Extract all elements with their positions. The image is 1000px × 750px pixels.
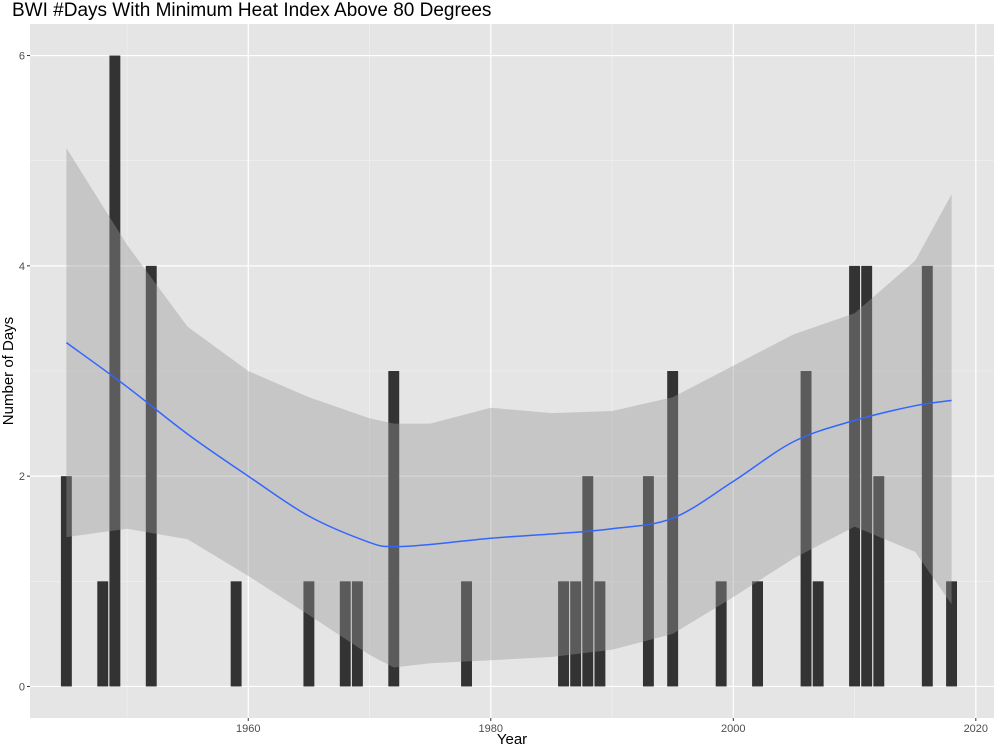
bar-1949 xyxy=(109,55,121,687)
y-tick-label: 4 xyxy=(19,261,25,273)
bar-1995 xyxy=(667,371,679,687)
bar-2002 xyxy=(752,581,764,687)
bar-2016 xyxy=(921,265,933,687)
bar-1987 xyxy=(570,581,582,687)
bar-1959 xyxy=(230,581,242,687)
bar-1952 xyxy=(145,265,157,687)
bar-1993 xyxy=(642,476,654,687)
x-tick-label: 1960 xyxy=(236,723,260,735)
bar-2007 xyxy=(812,581,824,687)
y-tick-label: 2 xyxy=(19,471,25,483)
x-axis: 1960 1980 2000 2020 xyxy=(236,718,988,735)
bar-1969 xyxy=(351,581,363,687)
bar-1968 xyxy=(339,581,351,687)
bar-1988 xyxy=(582,476,594,687)
bar-2012 xyxy=(873,476,885,687)
bar-2018 xyxy=(946,581,958,687)
bar-1948 xyxy=(97,581,109,687)
y-axis-title: Number of Days xyxy=(0,317,17,425)
bar-1978 xyxy=(461,581,472,687)
bars xyxy=(60,55,958,687)
bar-2011 xyxy=(861,265,873,687)
x-axis-title: Year xyxy=(497,731,527,748)
y-tick-label: 0 xyxy=(19,681,25,693)
bar-1989 xyxy=(594,581,606,687)
x-tick-label: 2020 xyxy=(964,723,988,735)
bar-1972 xyxy=(388,371,400,687)
bar-2010 xyxy=(849,265,861,687)
grid-major xyxy=(30,24,994,718)
bar-1986 xyxy=(558,581,569,687)
bar-1945 xyxy=(60,476,72,687)
smooth-line xyxy=(65,341,952,548)
y-axis: 0 2 4 6 xyxy=(19,51,30,693)
chart-title: BWI #Days With Minimum Heat Index Above … xyxy=(12,0,492,21)
bar-2006 xyxy=(800,371,812,687)
x-tick-label: 2000 xyxy=(721,723,745,735)
bar-1999 xyxy=(715,581,727,687)
x-tick-label: 1980 xyxy=(479,723,503,735)
y-tick-label: 6 xyxy=(19,51,25,63)
confidence-ribbon xyxy=(66,148,952,668)
bar-1965 xyxy=(303,581,315,687)
